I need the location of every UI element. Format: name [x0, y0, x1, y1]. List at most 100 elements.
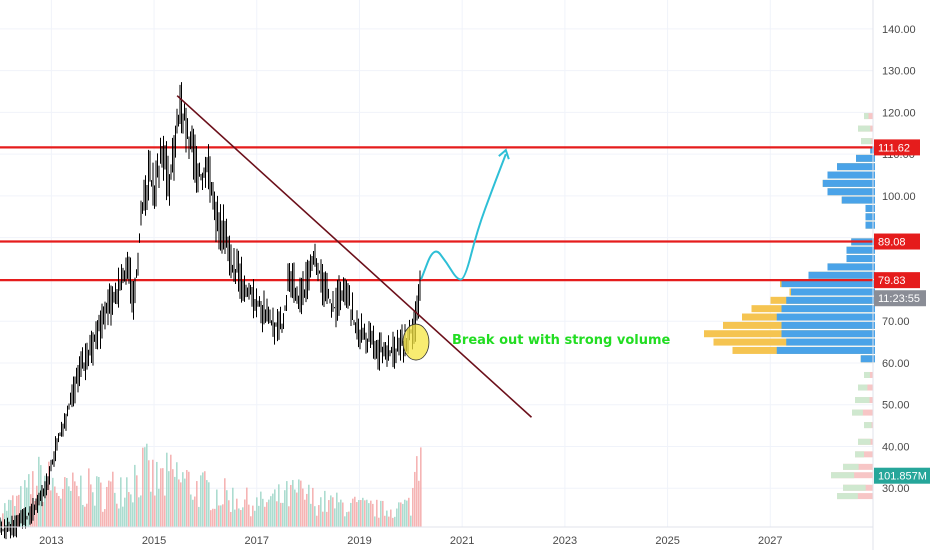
volume-bar [366, 499, 368, 527]
volume-bar [210, 510, 212, 527]
volume-bar [274, 489, 276, 527]
volume-bar [16, 495, 18, 527]
volume-bar [414, 471, 416, 527]
volume-bar [322, 511, 324, 527]
annotation-break-out: Break out with strong volume [452, 333, 671, 348]
volume-bar [104, 509, 106, 527]
volume-bar [324, 490, 326, 527]
volume-bar [90, 484, 92, 527]
volume-bar [206, 480, 208, 527]
volume-bar [116, 503, 118, 527]
volume-bar [226, 490, 228, 527]
trendline-segment [176, 95, 533, 418]
volume-bar [234, 509, 236, 527]
volume-bar [156, 461, 158, 527]
volume-bar [36, 485, 38, 527]
volume-bar [176, 462, 178, 527]
vp-row-up [786, 338, 875, 346]
vp-row-faded [831, 472, 855, 479]
volume-bar [216, 489, 218, 527]
volume-bar [100, 482, 102, 527]
volume-bar [166, 452, 168, 527]
volume-bar [308, 484, 310, 527]
volume-bar [174, 476, 176, 527]
vp-row-up [865, 204, 875, 212]
volume-bar [148, 460, 150, 527]
volume-bar [198, 506, 200, 527]
volume-bar [4, 503, 6, 527]
volume-bar [328, 500, 330, 527]
level-tag-1-bg [874, 233, 920, 250]
volume-bar [420, 447, 422, 527]
level-tag-2-bg [874, 272, 920, 289]
volume-bar [94, 505, 96, 527]
breakout-marker[interactable] [402, 323, 430, 361]
volume-bar [8, 499, 10, 527]
volume-bar [342, 502, 344, 527]
vp-row-up [841, 196, 875, 204]
x-tick-5: 2023 [553, 535, 577, 547]
volume-bar [254, 510, 256, 527]
volume-bar [30, 494, 32, 527]
volume-bar [320, 497, 322, 527]
vp-row-up [781, 321, 875, 329]
volume-bar [20, 486, 22, 527]
volume-bar [258, 505, 260, 527]
volume-bar [368, 503, 370, 527]
vp-row-up [827, 188, 875, 196]
x-tick-0: 2013 [39, 535, 63, 547]
volume-bar [382, 500, 384, 527]
volume-bar [218, 505, 220, 527]
vp-row-up [786, 296, 875, 304]
volume-bar [142, 447, 144, 527]
volume-bar [386, 510, 388, 527]
vp-row-up [860, 355, 875, 363]
volume-bar [172, 469, 174, 527]
volume-bar [398, 502, 400, 527]
volume-bar [288, 506, 290, 527]
volume-bar [146, 443, 148, 527]
volume-bar [372, 503, 374, 527]
vp-row-up [781, 280, 875, 288]
x-tick-2: 2017 [245, 535, 269, 547]
volume-bar [220, 505, 222, 527]
volume-bar [222, 504, 224, 527]
volume-bar [360, 500, 362, 527]
volume-bar [122, 506, 124, 527]
projection-path[interactable] [420, 148, 510, 281]
volume-bar [64, 477, 66, 527]
volume-bar [144, 447, 146, 527]
volume-bar [272, 493, 274, 527]
volume-bar [260, 491, 262, 527]
volume-bar [52, 477, 54, 527]
vp-row-faded [858, 384, 868, 391]
volume-bar [378, 517, 380, 527]
x-tick-4: 2021 [450, 535, 474, 547]
volume-bar [194, 496, 196, 527]
volume-bar [296, 492, 298, 527]
volume-bar [136, 475, 138, 527]
volume-bar [186, 470, 188, 527]
vp-row-up [822, 179, 875, 187]
volume-bar [418, 480, 420, 527]
volume-bar [86, 503, 88, 527]
volume-bar [132, 502, 134, 527]
volume-bar [154, 495, 156, 527]
trendline[interactable] [176, 95, 533, 418]
level-tag-0-text: 111.62 [878, 142, 910, 154]
vp-row-up [776, 346, 875, 354]
volume-profile [704, 113, 875, 500]
volume-bar [28, 474, 30, 527]
volume-bar [346, 512, 348, 527]
volume-bar [392, 517, 394, 527]
volume-bar [18, 494, 20, 527]
horizontal-levels[interactable] [0, 146, 873, 282]
volume-bar [406, 500, 408, 527]
volume-bar [314, 506, 316, 527]
time-axis[interactable]: 2013 2015 2017 2019 2021 2023 2025 2027 [39, 535, 782, 547]
vp-row-faded [858, 438, 871, 445]
vp-row-faded [861, 138, 872, 145]
price-axis[interactable]: 30.0040.0050.0060.0070.0080.0090.00100.0… [882, 24, 916, 495]
volume-bar [108, 480, 110, 527]
